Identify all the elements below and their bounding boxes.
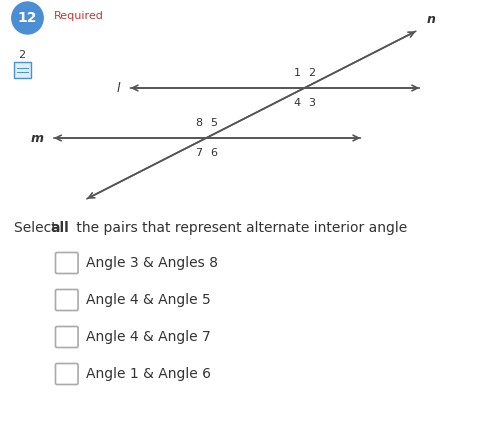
FancyBboxPatch shape (55, 363, 78, 385)
Text: Angle 4 & Angle 7: Angle 4 & Angle 7 (86, 330, 211, 344)
FancyBboxPatch shape (14, 62, 32, 78)
FancyBboxPatch shape (55, 290, 78, 311)
Text: all: all (50, 221, 69, 235)
Text: 2: 2 (18, 50, 25, 60)
Text: Angle 4 & Angle 5: Angle 4 & Angle 5 (86, 293, 211, 307)
Text: m: m (30, 132, 43, 144)
Text: 2: 2 (308, 68, 316, 78)
Text: 3: 3 (308, 98, 315, 108)
FancyBboxPatch shape (55, 326, 78, 348)
Text: l: l (116, 81, 120, 95)
Text: 8: 8 (195, 118, 202, 128)
Text: n: n (426, 13, 435, 26)
Text: 6: 6 (210, 148, 217, 158)
Text: Angle 1 & Angle 6: Angle 1 & Angle 6 (86, 367, 211, 381)
Text: Select: Select (14, 221, 61, 235)
Circle shape (12, 2, 43, 34)
Text: 4: 4 (293, 98, 300, 108)
Text: Required: Required (54, 11, 104, 21)
Text: 1: 1 (293, 68, 300, 78)
Text: 5: 5 (210, 118, 217, 128)
Text: 12: 12 (18, 11, 37, 25)
Text: the pairs that represent alternate interior angle: the pairs that represent alternate inter… (72, 221, 407, 235)
Text: 7: 7 (195, 148, 202, 158)
Text: Angle 3 & Angles 8: Angle 3 & Angles 8 (86, 256, 218, 270)
FancyBboxPatch shape (55, 253, 78, 273)
